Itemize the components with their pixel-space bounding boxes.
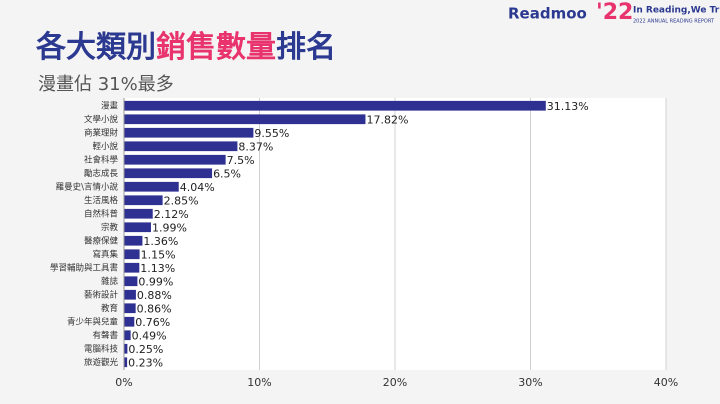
y-tick-label: 勵志成長 [84, 168, 119, 179]
value-label: 1.15% [141, 248, 176, 261]
bar [124, 249, 140, 260]
value-label: 0.49% [132, 329, 167, 342]
bar [124, 127, 254, 138]
logo-year: '22 [596, 0, 633, 25]
bar [124, 154, 226, 165]
bar [124, 303, 136, 314]
y-tick-label: 漫畫 [101, 100, 119, 111]
subtitle: 漫畫佔 31%最多 [38, 74, 174, 95]
title-part: 各大類別 [35, 30, 156, 65]
bar [124, 208, 153, 219]
x-tick-label: 20% [383, 376, 407, 389]
value-label: 0.25% [128, 343, 163, 356]
bar [124, 181, 179, 192]
value-label: 7.5% [227, 154, 255, 167]
value-label: 2.85% [164, 194, 199, 207]
y-tick-label: 宗教 [101, 222, 119, 233]
bar [124, 262, 140, 273]
y-tick-label: 生活風格 [84, 195, 119, 206]
value-label: 0.88% [137, 289, 172, 302]
logo-slogan: In Reading,We Trust [633, 6, 720, 16]
value-label: 1.13% [140, 262, 175, 275]
value-label: 4.04% [180, 181, 215, 194]
y-tick-label: 有聲書 [92, 330, 118, 341]
y-tick-label: 自然科普 [84, 208, 119, 219]
y-tick-label: 旅遊觀光 [84, 357, 119, 368]
x-tick-label: 0% [115, 376, 132, 389]
y-tick-label: 教育 [101, 303, 118, 314]
y-tick-label: 醫療保健 [84, 235, 119, 246]
value-label: 0.76% [135, 316, 170, 329]
y-tick-label: 輕小說 [92, 141, 118, 152]
value-label: 1.36% [143, 235, 178, 248]
value-label: 6.5% [213, 167, 241, 180]
chart-title: 各大類別銷售數量排名 [35, 30, 336, 65]
bar [124, 343, 128, 354]
bar [124, 357, 128, 368]
value-label: 8.37% [238, 140, 273, 153]
value-label: 0.86% [137, 302, 172, 315]
value-label: 1.99% [152, 221, 187, 234]
y-tick-label: 藝術設計 [84, 289, 119, 300]
y-tick-label: 羅曼史\言情小說 [56, 181, 119, 192]
y-tick-label: 文學小說 [84, 114, 119, 125]
value-label: 0.99% [138, 275, 173, 288]
bar [124, 195, 163, 206]
y-tick-label: 電腦科技 [84, 343, 119, 354]
bar [124, 316, 135, 327]
x-tick-label: 10% [247, 376, 271, 389]
bar [124, 100, 546, 111]
bar [124, 141, 238, 152]
logo-brand: Readmoo [508, 5, 587, 23]
y-tick-label: 寫真集 [92, 249, 118, 260]
x-tick-label: 40% [654, 376, 678, 389]
bar [124, 114, 366, 125]
value-label: 2.12% [154, 208, 189, 221]
bar [124, 276, 138, 287]
logo-report: 2022 ANNUAL READING REPORT [633, 19, 715, 25]
value-label: 0.23% [128, 356, 163, 369]
value-label: 17.82% [366, 113, 408, 126]
x-tick-label: 30% [518, 376, 542, 389]
y-tick-label: 社會科學 [84, 154, 119, 165]
bar [124, 289, 136, 300]
value-label: 31.13% [547, 100, 589, 113]
bar [124, 222, 151, 233]
y-tick-label: 雜誌 [101, 276, 119, 287]
value-label: 9.55% [254, 127, 289, 140]
title-part: 銷售數量 [156, 30, 276, 65]
y-tick-label: 青少年與兒童 [67, 316, 119, 327]
title-part: 排名 [276, 30, 336, 65]
bar [124, 168, 213, 179]
y-tick-label: 商業理財 [84, 127, 119, 138]
bar [124, 235, 143, 246]
y-tick-label: 學習輔助與工具書 [50, 262, 119, 273]
bar [124, 330, 131, 341]
